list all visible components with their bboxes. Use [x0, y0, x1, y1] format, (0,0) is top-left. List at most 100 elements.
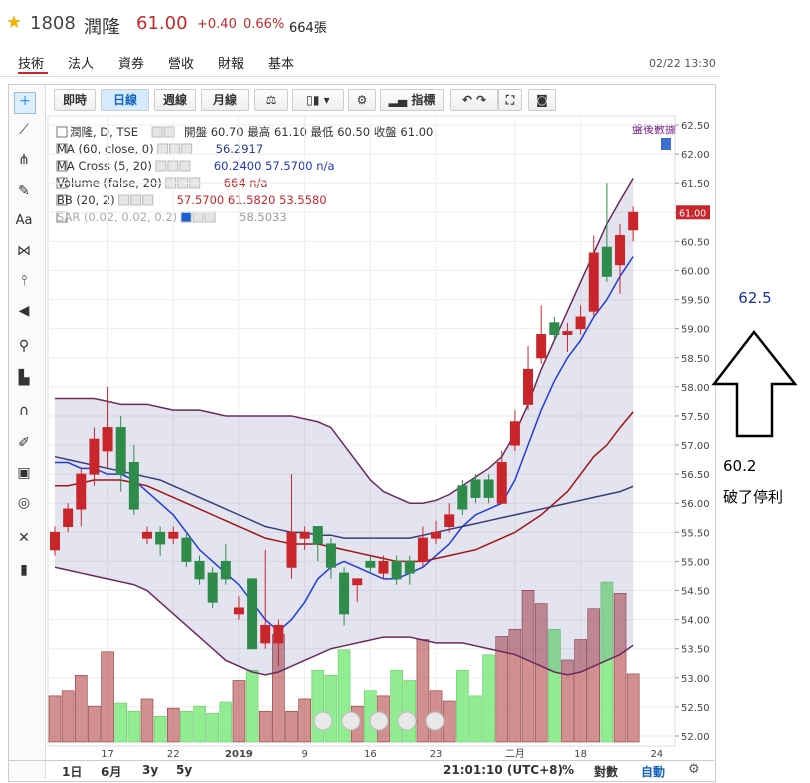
range-button[interactable]: 3y: [142, 763, 159, 777]
fullscreen-button[interactable]: ⛶: [498, 89, 522, 111]
legend-icon[interactable]: [157, 143, 169, 155]
tab[interactable]: 資券: [118, 57, 145, 72]
candle-body: [102, 427, 113, 452]
chart-style-button[interactable]: ▯▮ ▾: [292, 89, 344, 111]
volume-bar: [153, 716, 167, 743]
legend-icon[interactable]: [204, 211, 216, 223]
candle-body: [457, 485, 468, 510]
scroll-button[interactable]: [661, 138, 671, 150]
toolbar-button[interactable]: ▂▄ 指標: [380, 89, 444, 111]
legend-values: 開盤 60.70 最高 61.10 最低 60.50 收盤 61.00: [184, 125, 433, 139]
volume-bar: [166, 707, 180, 743]
indicator-line: [55, 178, 634, 504]
candle-body: [628, 211, 639, 231]
toolbar-button[interactable]: 月線: [201, 89, 249, 111]
volume-bar: [101, 651, 114, 743]
legend-icon[interactable]: [118, 194, 130, 206]
zoom-tool[interactable]: ⚲: [18, 338, 30, 354]
candle-body: [50, 531, 60, 551]
timestamp: 02/22 13:30: [649, 57, 716, 70]
fork-tool[interactable]: ⋔: [18, 152, 30, 168]
option-button[interactable]: 自動: [641, 765, 666, 779]
settings-button[interactable]: ⚙: [348, 89, 376, 111]
indicator-line: [54, 455, 634, 539]
x-tick-label: 24: [650, 749, 663, 760]
range-button[interactable]: 6月: [101, 765, 122, 779]
candle-body: [286, 531, 297, 568]
toolbar-button[interactable]: 週線: [154, 89, 196, 111]
candle-body: [128, 462, 139, 510]
option-button[interactable]: 對數: [594, 765, 619, 779]
y-tick-label: 57.50: [681, 412, 710, 423]
volume-bar: [324, 675, 338, 743]
tab[interactable]: 法人: [68, 57, 95, 72]
arrow-tool[interactable]: ◀: [18, 303, 30, 319]
candle-body: [76, 473, 87, 510]
candle-body: [299, 531, 310, 539]
tab[interactable]: 財報: [218, 57, 245, 72]
snapshot-button[interactable]: ◙: [528, 89, 556, 111]
legend-icon[interactable]: [163, 126, 175, 138]
candle-body: [417, 537, 428, 562]
legend-icon[interactable]: [179, 160, 191, 172]
nav-button[interactable]: [425, 711, 445, 731]
candle-body: [168, 531, 179, 539]
line-tool[interactable]: ⟋: [19, 122, 29, 138]
volume-bar: [469, 695, 482, 743]
crosshair-tool[interactable]: +: [14, 92, 36, 114]
gear[interactable]: ⚙: [688, 762, 700, 777]
star[interactable]: ★: [6, 12, 23, 33]
legend-icon[interactable]: [130, 194, 142, 206]
after-hours[interactable]: 盤後數據: [632, 122, 676, 136]
pattern-tool[interactable]: ⋈: [17, 243, 31, 259]
lock-tool[interactable]: ▣: [17, 465, 31, 481]
trash-tool[interactable]: ▮: [20, 562, 28, 578]
undo-redo[interactable]: ↶ ↷: [450, 89, 498, 111]
toolbar-button[interactable]: 日線: [101, 89, 149, 111]
x-tick-label: 2019: [225, 749, 253, 760]
measure-tool[interactable]: ⫯: [20, 273, 28, 289]
toolbar-button[interactable]: 即時: [54, 89, 96, 111]
volume-bar: [403, 680, 417, 743]
brush-tool[interactable]: ✎: [18, 183, 30, 199]
candle-body: [365, 560, 376, 568]
tab[interactable]: 技術: [18, 57, 45, 72]
volume-bar: [521, 589, 535, 743]
y-tick-label: 61.50: [681, 179, 710, 190]
legend-box: [56, 126, 68, 138]
candle-body: [194, 560, 205, 580]
range-button[interactable]: 1日: [62, 765, 83, 779]
ruler-tool[interactable]: ▙: [18, 370, 30, 386]
legend-icon[interactable]: [151, 126, 163, 138]
range-button[interactable]: 5y: [176, 763, 193, 777]
tab[interactable]: 基本: [268, 57, 295, 72]
legend-icon[interactable]: [180, 211, 192, 223]
nav-button[interactable]: [313, 711, 333, 731]
candle-body: [233, 607, 244, 615]
volume-bar: [626, 673, 640, 743]
bottom-border: [9, 760, 714, 761]
legend-icon[interactable]: [155, 160, 167, 172]
indicator-label: 指標: [411, 93, 436, 107]
legend-icon[interactable]: [142, 194, 154, 206]
nav-button[interactable]: [369, 711, 389, 731]
option-button[interactable]: %: [562, 763, 575, 777]
legend-values: 58.5033: [239, 210, 287, 224]
volume-bar: [285, 710, 298, 743]
candle-body: [536, 333, 547, 359]
y-tick-label: 52.50: [681, 703, 710, 714]
text-tool[interactable]: Aa: [15, 213, 33, 228]
legend-icon[interactable]: [169, 143, 181, 155]
legend-icon[interactable]: [181, 143, 193, 155]
hide-tool[interactable]: ◎: [17, 495, 31, 511]
tab[interactable]: 營收: [168, 57, 195, 72]
settings-tool[interactable]: ✕: [18, 530, 30, 546]
nav-button[interactable]: [397, 711, 417, 731]
indicator-icon: ▂▄: [388, 93, 412, 107]
compare-button[interactable]: ⚖: [254, 89, 288, 111]
nav-button[interactable]: [341, 711, 361, 731]
legend-icon[interactable]: [192, 211, 204, 223]
volume-bar: [61, 690, 75, 743]
magnet-tool[interactable]: ∩: [18, 403, 30, 419]
pencil-lock[interactable]: ✐: [18, 435, 30, 451]
